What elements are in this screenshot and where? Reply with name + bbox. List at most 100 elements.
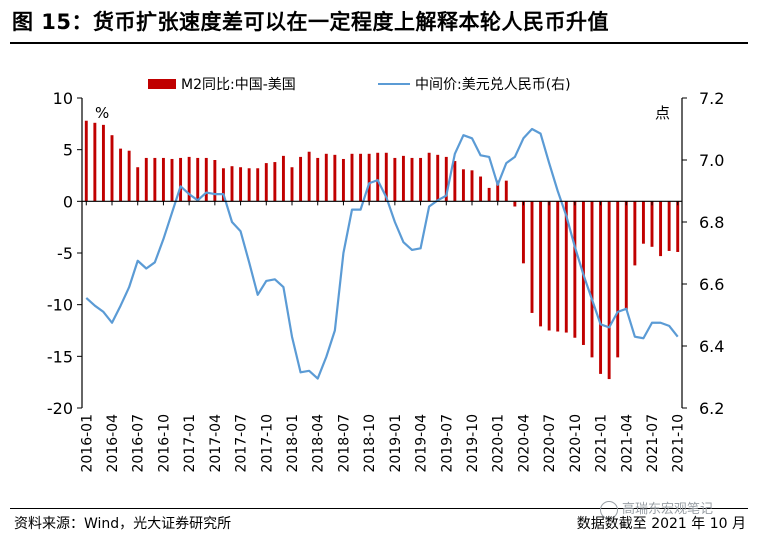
right-tick-label: 6.4 (699, 337, 724, 356)
m2-bar (436, 154, 440, 202)
x-tick-label: 2019-10 (465, 414, 481, 473)
watermark-text: 高瑞东宏观笔记 (622, 502, 714, 517)
m2-bar (127, 150, 131, 202)
m2-bar (230, 166, 234, 202)
right-axis: 7.2 7.0 6.8 6.6 6.4 6.2 (682, 89, 724, 418)
m2-bar (616, 201, 620, 358)
m2-bar (419, 157, 423, 202)
m2-bar (401, 155, 405, 202)
x-tick-label: 2016-07 (131, 414, 147, 473)
x-tick-label: 2020-04 (516, 414, 532, 473)
m2-bar (299, 156, 303, 202)
m2-bar (384, 152, 388, 202)
title-rule (10, 42, 748, 44)
m2-bar (427, 152, 431, 202)
x-tick-label: 2020-10 (568, 414, 584, 473)
m2-bar (590, 201, 594, 358)
x-tick-label: 2018-01 (285, 414, 301, 473)
m2-bar (376, 152, 380, 202)
m2-bar (487, 187, 491, 202)
m2-bar (641, 201, 645, 244)
m2-bar (273, 162, 277, 202)
m2-bar (530, 201, 534, 313)
m2-bar (633, 201, 637, 266)
m2-bar (547, 201, 551, 331)
figure-title: 图 15：货币扩张速度差可以在一定程度上解释本轮人民币升值 (12, 10, 610, 34)
m2-bar (659, 201, 663, 257)
m2-bar (479, 176, 483, 202)
x-tick-label: 2019-01 (388, 414, 404, 473)
x-tick-label: 2017-10 (259, 414, 275, 473)
m2-bar (607, 201, 611, 380)
m2-bar (599, 201, 603, 374)
x-tick-label: 2018-07 (336, 414, 352, 473)
m2-bar (290, 167, 294, 202)
m2-bar (119, 148, 123, 202)
left-tick-label: 10 (53, 89, 73, 108)
x-axis-labels: 2016-01 2016-04 2016-07 2016-10 2017-01 2017-… (79, 201, 687, 473)
m2-bar (350, 153, 354, 202)
m2-bar (564, 201, 568, 333)
x-tick-label: 2017-04 (208, 414, 224, 473)
m2-bar (204, 157, 208, 202)
x-tick-label: 2017-01 (182, 414, 198, 473)
legend-bar-label: M2同比:中国-美国 (181, 77, 296, 93)
right-axis-unit: 点 (655, 104, 670, 122)
x-tick-label: 2019-07 (439, 414, 455, 473)
right-tick-label: 6.6 (699, 275, 724, 294)
m2-bar (521, 201, 525, 264)
left-tick-label: -15 (47, 347, 73, 366)
m2-bar (221, 168, 225, 202)
m2-bar (281, 155, 285, 202)
m2-bar (170, 158, 174, 202)
m2-bar (676, 201, 680, 252)
wechat-icon (600, 500, 618, 519)
m2-bar (359, 153, 363, 202)
m2-bar (93, 122, 97, 202)
left-tick-label: -5 (57, 244, 73, 263)
m2-bar (101, 124, 105, 202)
m2-bar (393, 157, 397, 202)
x-tick-label: 2016-04 (105, 414, 121, 473)
m2-bar (539, 201, 543, 327)
m2-bar (650, 201, 654, 247)
m2-bar (513, 201, 517, 207)
right-tick-label: 7.0 (699, 151, 724, 170)
m2-bar (556, 201, 560, 332)
m2-bar (316, 157, 320, 202)
m2-bar (573, 201, 577, 338)
m2-bar (153, 157, 157, 202)
m2-bar (196, 157, 200, 202)
x-tick-label: 2021-07 (645, 414, 661, 473)
m2-bar (461, 169, 465, 202)
x-tick-label: 2017-07 (234, 414, 250, 473)
right-tick-label: 6.8 (699, 213, 724, 232)
m2-bar (324, 153, 328, 202)
m2-bar (136, 167, 140, 202)
m2-bar (667, 201, 671, 251)
x-tick-label: 2016-10 (156, 414, 172, 473)
m2-bar (84, 120, 88, 202)
x-tick-label: 2019-04 (414, 414, 430, 473)
m2-bar (307, 151, 311, 202)
m2-bar (144, 157, 148, 202)
left-tick-label: -10 (47, 296, 73, 315)
bar-series (84, 120, 680, 380)
left-tick-label: 0 (63, 192, 73, 211)
chart-legend: M2同比:中国-美国 中间价:美元兑人民币(右) (148, 77, 571, 93)
x-tick-label: 2021-01 (594, 414, 610, 473)
m2-bar (179, 157, 183, 202)
watermark: 高瑞东宏观笔记 (600, 498, 713, 519)
x-tick-label: 2020-01 (491, 414, 507, 473)
x-tick-label: 2018-10 (362, 414, 378, 473)
m2-bar (367, 153, 371, 202)
legend-bar-swatch (148, 79, 176, 89)
left-axis: 10 5 0 -5 -10 -15 -20 (47, 89, 82, 418)
m2-bar (410, 157, 414, 202)
m2-bar (496, 180, 500, 202)
m2-bar (110, 135, 114, 202)
footer-rule (10, 508, 748, 509)
left-tick-label: -20 (47, 399, 73, 418)
m2-bar (161, 157, 165, 202)
legend-line-label: 中间价:美元兑人民币(右) (415, 77, 571, 93)
